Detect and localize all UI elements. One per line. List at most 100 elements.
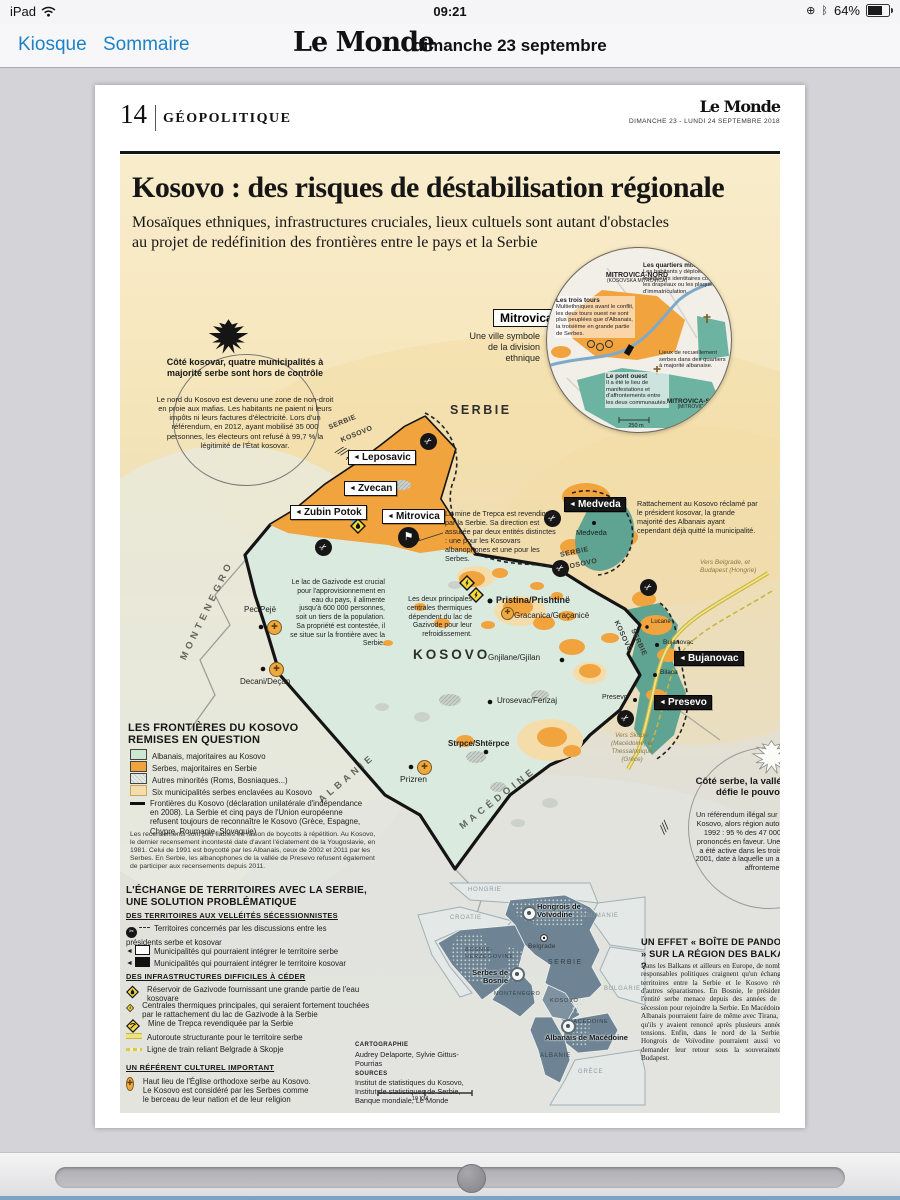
orthodox-church-icon: ✚ — [501, 607, 514, 620]
orthodox-church-icon: ✚ — [269, 662, 284, 677]
edition-date: dimanche 23 septembre — [413, 36, 607, 55]
map-scale-label: 10 KM — [412, 1096, 428, 1102]
water-diamond-icon — [126, 985, 140, 999]
legend-frontieres-title: LES FRONTIÈRES DU KOSOVO REMISES EN QUES… — [128, 722, 299, 747]
note-trepca: La mine de Trepca est revendiquée par la… — [445, 509, 558, 563]
mitrovica-callout-label: Mitrovica — [493, 309, 560, 327]
cartography-names: Audrey Delaporte, Sylvie Gittus-Pourrias — [355, 1049, 459, 1068]
pandora-title: UN EFFET « BOÎTE DE PANDORE » SUR LA RÉG… — [641, 937, 780, 972]
credits-block: CARTOGRAPHIE Audrey Delaporte, Sylvie Gi… — [355, 1039, 480, 1106]
mine-diamond-icon — [126, 1019, 140, 1033]
target-icon — [561, 1019, 576, 1034]
city-label: Pec/Pejë — [244, 605, 277, 614]
page-slider-knob[interactable] — [457, 1164, 486, 1193]
city-label: Urosevac/Ferizaj — [497, 696, 558, 705]
orthodox-church-icon: ✚ — [417, 760, 432, 775]
country-label: SERBIE — [548, 959, 583, 966]
kosovar-callout-circle — [173, 354, 319, 486]
swatch-minorities — [130, 773, 147, 784]
page-slider-track[interactable] — [55, 1164, 845, 1193]
black-box-icon — [134, 957, 150, 967]
battery-percent: 64% — [833, 3, 860, 18]
note-gazivode: Le lac de Gazivode est crucial pour l'ap… — [290, 579, 385, 648]
municipality-label-bujanovac: ◄ Bujanovac — [674, 651, 744, 666]
lemonde-logo: Le Monde — [293, 27, 435, 58]
arrow-left-icon: ◄ — [387, 513, 394, 520]
target-icon — [510, 967, 525, 982]
article-title: Kosovo : des risques de déstabilisation … — [132, 171, 725, 204]
country-label: ALBANIE — [540, 1053, 571, 1059]
city-label-belgrade: Belgrade — [528, 943, 556, 950]
kiosque-button[interactable]: Kiosque — [18, 34, 87, 55]
legend-frontieres-note: Les recensements sont peu fiables en rai… — [130, 831, 376, 871]
swatch-serbs — [130, 761, 147, 772]
arrow-left-icon: ◄ — [353, 454, 360, 461]
legend-echange-sub2: DES INFRASTRUCTURES DIFFICILES À CÉDER — [126, 972, 306, 981]
sommaire-button[interactable]: Sommaire — [103, 34, 190, 55]
city-label: Bujanovac — [663, 639, 694, 646]
municipality-label-presevo: ◄ Presevo — [654, 695, 712, 710]
status-bar: iPad 09:21 ⊕ ᛒ 64% — [0, 0, 900, 24]
page-number: 14 — [120, 99, 147, 129]
country-label: GRÈCE — [578, 1069, 604, 1075]
divider — [120, 151, 780, 154]
masthead-date: DIMANCHE 23 - LUNDI 24 SEPTEMBRE 2018 — [629, 118, 780, 125]
group-label-macedonia: Albanais de Macédoine — [545, 1033, 628, 1042]
country-label: BULGARIE — [604, 986, 641, 992]
railway-icon — [126, 1048, 142, 1051]
note-medveda: Rattachement au Kosovo réclamé par le pr… — [637, 499, 758, 535]
kosovar-callout-title: Côté kosovar, quatre municipalités à maj… — [166, 357, 324, 378]
city-label: Pristina/Prishtinë — [496, 595, 571, 605]
albanian-eagle-icon — [208, 319, 249, 354]
region-label-kosovo: KOSOVO — [413, 647, 491, 662]
inset-south-label: MITROVICA-SUD (MITROVICA) — [666, 398, 720, 410]
note-vers-skopje: Vers Skopje (Macédoine) et Thessalonique… — [611, 732, 653, 763]
bottom-accent-strip — [0, 1196, 900, 1200]
country-label: HONGRIE — [468, 887, 502, 893]
power-diamond-icon — [126, 1003, 135, 1013]
orthodox-church-icon: ✚ — [126, 1077, 134, 1091]
country-label: KOSOVO — [550, 998, 579, 1004]
kosovar-callout-body: Le nord du Kosovo est devenu une zone de… — [156, 395, 334, 450]
rotation-lock-icon: ⊕ — [806, 5, 816, 17]
city-label: Decani/Deçan — [240, 677, 291, 686]
app-toolbar: Kiosque Sommaire Le Monde dimanche 23 se… — [0, 24, 900, 68]
legend-culturel-title: UN RÉFÉRENT CULTUREL IMPORTANT — [126, 1063, 275, 1072]
inset-scale: 250 m — [628, 423, 644, 429]
arrow-left-icon: ◄ — [679, 655, 686, 662]
orthodox-church-icon: ✚ — [267, 620, 282, 635]
mitrovica-inset-map: MITROVICA-NORD (KOSOVSKA MITROVICA) Les … — [546, 247, 732, 433]
inset-serb-sites-note: Lieux de recueillement serbes dans des q… — [659, 350, 726, 370]
wifi-icon — [41, 6, 56, 17]
city-label: Presevo — [602, 694, 628, 701]
swatch-enclaves — [130, 785, 147, 796]
city-label: Medveda — [576, 528, 607, 537]
arrow-left-icon: ◄ — [295, 509, 302, 516]
country-label: MACÉDOINE — [568, 1019, 609, 1025]
group-label-bosnia: Serbes de Bosnie — [472, 968, 508, 986]
masthead-logo: Le Monde — [699, 97, 781, 116]
highway-icon — [126, 1033, 142, 1039]
inset-west-bridge-note: Le pont ouest Il a été le lieu de manife… — [605, 372, 669, 408]
arrow-left-icon: ◄ — [126, 960, 133, 967]
inset-three-towers-note: Les trois tours Multiethniques avant le … — [555, 296, 635, 339]
municipality-label-medveda: ◄ Medveda — [564, 497, 626, 512]
pandora-body: Dans les Balkans et ailleurs en Europe, … — [641, 962, 780, 1062]
infographic: Kosovo : des risques de déstabilisation … — [120, 155, 780, 1113]
sources-text: Institut de statistiques du Kosovo, Inst… — [355, 1078, 464, 1106]
scissors-icon: ✂ — [126, 927, 137, 938]
serbian-eagle-icon — [751, 739, 780, 774]
country-label: BOSNIE-HERZÉGOVINE — [465, 947, 514, 960]
page-slider-bar — [0, 1152, 900, 1197]
divider — [155, 105, 156, 131]
arrow-left-icon: ◄ — [569, 501, 576, 508]
cartography-label: CARTOGRAPHIE — [355, 1042, 409, 1048]
city-label: Gracanica/Graçanicë — [514, 611, 590, 620]
inset-mixed-districts-note: Les quartiers mixtes Les habitants y dép… — [643, 262, 721, 295]
article-subtitle: Mosaïques ethniques, infrastructures cru… — [132, 214, 669, 251]
note-vers-belgrade: Vers Belgrade, et Budapest (Hongrie) — [700, 559, 757, 575]
serb-callout-body: Un référendum illégal sur le rattachemen… — [695, 810, 780, 873]
municipality-label-mitrovica: ◄ Mitrovica — [382, 509, 445, 524]
country-label: ROUMANIE — [580, 913, 619, 919]
newspaper-page[interactable]: 14 GÉOPOLITIQUE Le Monde DIMANCHE 23 - L… — [95, 85, 805, 1128]
